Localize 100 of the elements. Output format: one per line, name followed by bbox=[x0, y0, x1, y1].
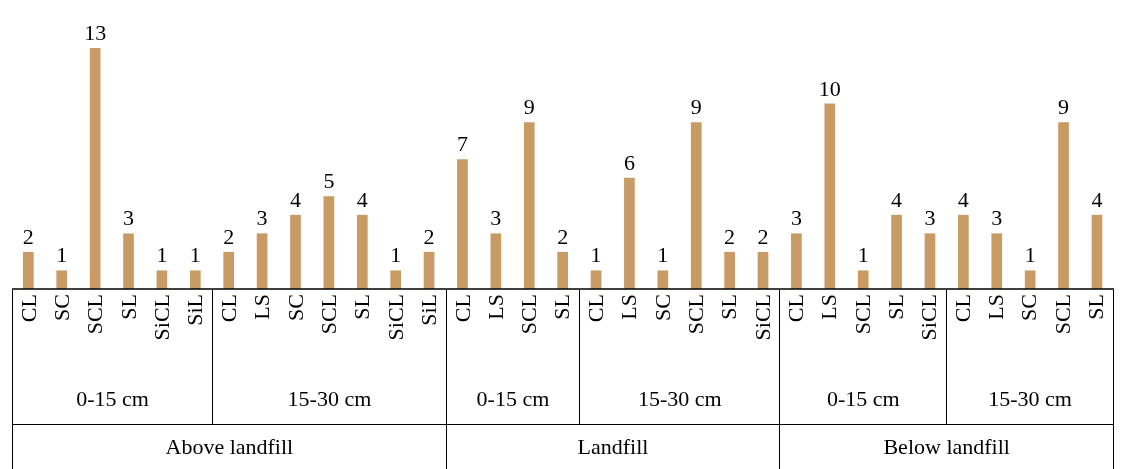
x-tick-label: LS bbox=[482, 294, 508, 320]
bar bbox=[457, 159, 468, 289]
text: Landfill bbox=[445, 425, 780, 469]
data-label: 1 bbox=[857, 242, 869, 268]
text: Above landfill bbox=[12, 425, 446, 469]
x-tick-label: LS bbox=[249, 294, 275, 320]
bar bbox=[523, 122, 535, 289]
x-tick-label: SiL bbox=[182, 294, 208, 326]
x-tick-label: SL bbox=[1083, 294, 1109, 320]
data-label: 5 bbox=[323, 168, 335, 194]
bar bbox=[991, 233, 1003, 289]
text: 0-15 cm bbox=[779, 374, 947, 424]
data-label: 4 bbox=[891, 186, 903, 212]
x-tick-label: CL bbox=[783, 294, 809, 323]
x-tick-label: SC bbox=[49, 294, 75, 321]
bar bbox=[123, 233, 134, 289]
text: 15-30 cm bbox=[579, 374, 780, 424]
text: 0-15 cm bbox=[445, 374, 580, 424]
text: 15-30 cm bbox=[946, 374, 1114, 424]
x-tick-label: CL bbox=[216, 294, 242, 323]
x-tick-label: SL bbox=[115, 294, 141, 320]
data-label: 3 bbox=[991, 205, 1003, 231]
bar bbox=[924, 233, 936, 289]
data-label: 4 bbox=[356, 186, 368, 212]
bar bbox=[958, 214, 969, 289]
data-label: 3 bbox=[790, 205, 802, 231]
bar bbox=[724, 251, 735, 289]
bar bbox=[156, 270, 168, 289]
bar bbox=[891, 214, 902, 289]
data-label: 2 bbox=[22, 223, 34, 249]
bar bbox=[690, 122, 702, 289]
bar bbox=[791, 233, 802, 289]
data-label: 1 bbox=[156, 242, 168, 268]
data-label: 1 bbox=[189, 242, 201, 268]
bar bbox=[557, 251, 568, 289]
x-tick-label: SiCL bbox=[149, 294, 175, 341]
bar bbox=[356, 214, 368, 289]
x-tick-label: SCL bbox=[516, 294, 542, 335]
bar bbox=[757, 251, 769, 289]
data-label: 3 bbox=[123, 205, 135, 231]
x-tick-label: SiCL bbox=[382, 294, 408, 341]
data-label: 9 bbox=[523, 94, 535, 120]
text: Below landfill bbox=[779, 425, 1113, 469]
data-label: 10 bbox=[818, 75, 841, 101]
data-label: 2 bbox=[757, 223, 769, 249]
bar bbox=[290, 214, 301, 289]
x-tick-label: SiCL bbox=[916, 294, 942, 341]
bar bbox=[56, 270, 68, 289]
bar bbox=[1091, 214, 1103, 289]
bar bbox=[323, 196, 335, 289]
x-tick-label: LS bbox=[816, 294, 842, 320]
x-tick-label: SL bbox=[349, 294, 375, 320]
x-tick-label: SiL bbox=[415, 294, 441, 326]
x-tick-label: SiCL bbox=[749, 294, 775, 341]
x-tick-label: SCL bbox=[682, 294, 708, 335]
data-label: 1 bbox=[390, 242, 402, 268]
x-tick-label: SC bbox=[282, 294, 308, 321]
text: 15-30 cm bbox=[212, 374, 446, 424]
data-label: 1 bbox=[590, 242, 602, 268]
bar bbox=[1024, 270, 1036, 289]
bar bbox=[857, 270, 869, 289]
data-label: 3 bbox=[924, 205, 936, 231]
bar bbox=[624, 177, 635, 289]
data-label: 6 bbox=[623, 149, 635, 175]
x-tick-label: CL bbox=[16, 294, 42, 323]
data-label: 13 bbox=[84, 20, 107, 45]
bar bbox=[223, 251, 235, 289]
x-tick-label: SCL bbox=[82, 294, 108, 335]
bar bbox=[189, 270, 201, 289]
x-tick-label: SC bbox=[649, 294, 675, 321]
data-label: 1 bbox=[657, 242, 669, 268]
x-tick-label: CL bbox=[583, 294, 609, 323]
data-label: 2 bbox=[724, 223, 736, 249]
bar bbox=[423, 251, 435, 289]
data-label: 2 bbox=[423, 223, 435, 249]
bar bbox=[490, 233, 502, 289]
text: 0-15 cm bbox=[12, 374, 213, 424]
x-tick-label: LS bbox=[983, 294, 1009, 320]
bar bbox=[1058, 122, 1069, 289]
bar bbox=[824, 103, 836, 289]
x-tick-label: SC bbox=[1016, 294, 1042, 321]
x-tick-label: CL bbox=[950, 294, 976, 323]
bar bbox=[89, 48, 101, 289]
bar bbox=[256, 233, 268, 289]
data-label: 3 bbox=[256, 205, 268, 231]
bar bbox=[23, 251, 34, 289]
data-label: 9 bbox=[1058, 94, 1070, 120]
data-label: 2 bbox=[223, 223, 235, 249]
x-tick-label: SCL bbox=[1049, 294, 1075, 335]
x-tick-label: SCL bbox=[315, 294, 341, 335]
data-label: 9 bbox=[690, 94, 702, 120]
data-label: 7 bbox=[456, 131, 468, 157]
bar bbox=[590, 270, 602, 289]
bar bbox=[390, 270, 402, 289]
x-tick-label: SCL bbox=[849, 294, 875, 335]
x-tick-label: CL bbox=[449, 294, 475, 323]
x-tick-label: SL bbox=[716, 294, 742, 320]
data-label: 4 bbox=[957, 186, 969, 212]
bar bbox=[657, 270, 669, 289]
data-label: 4 bbox=[1091, 186, 1103, 212]
